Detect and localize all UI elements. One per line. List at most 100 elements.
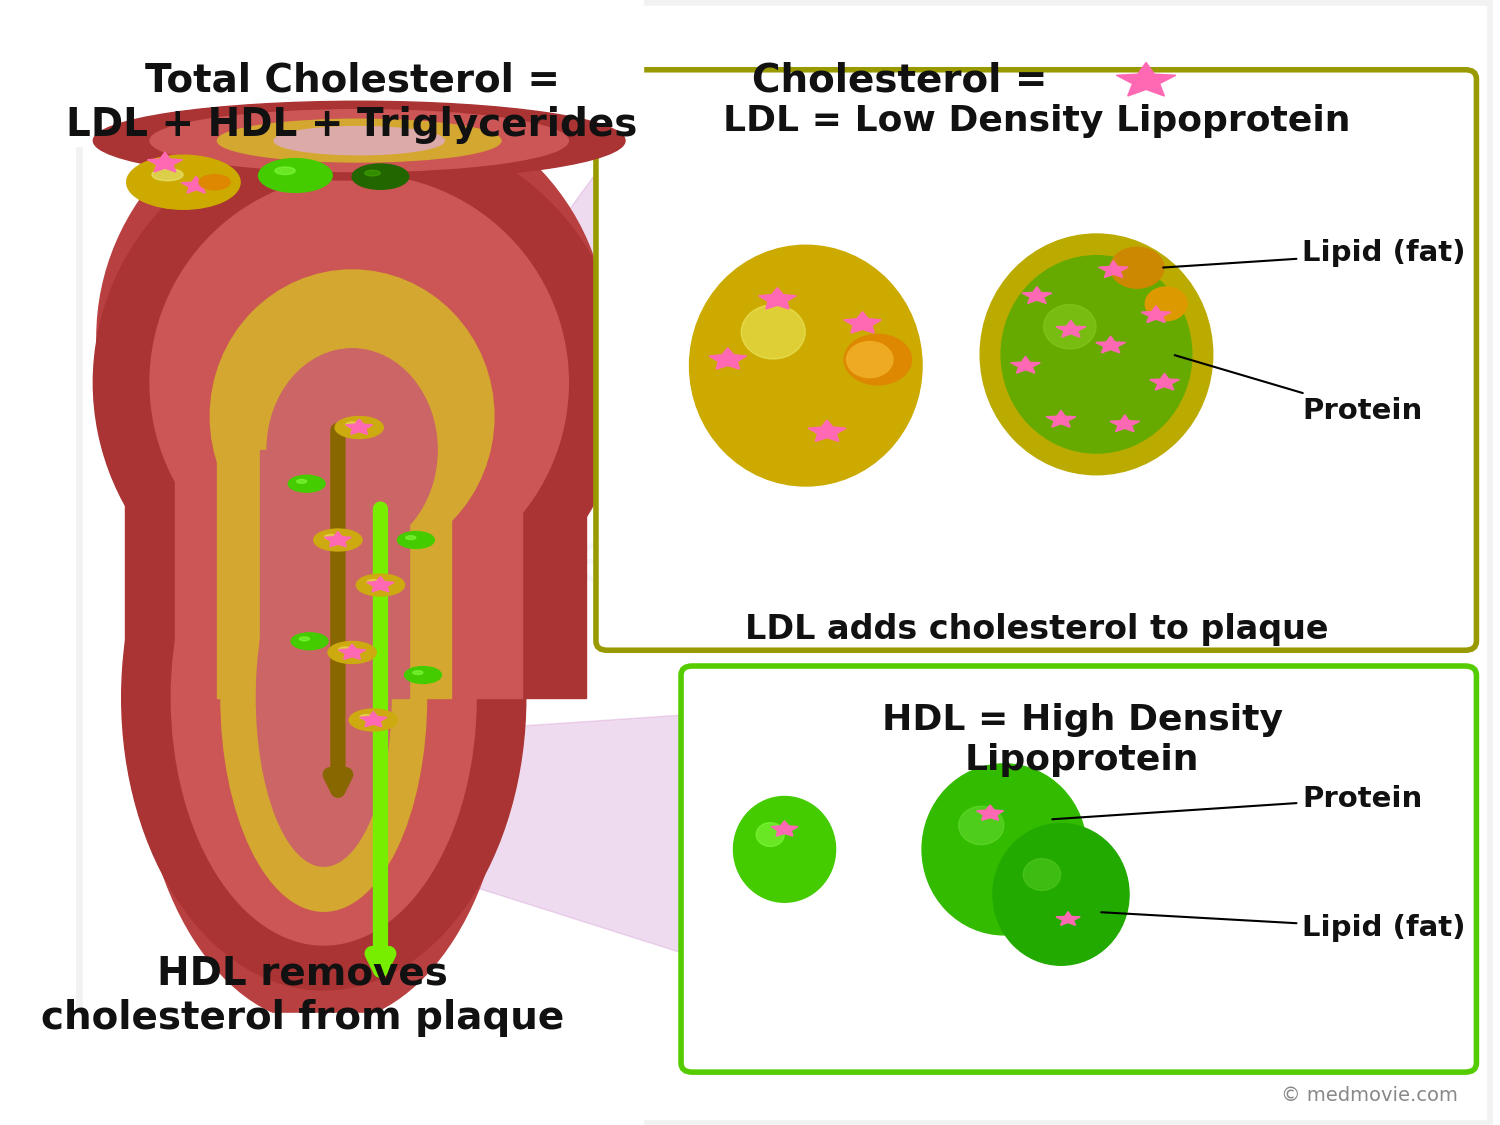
Ellipse shape: [93, 101, 626, 180]
Ellipse shape: [357, 574, 405, 596]
Polygon shape: [1011, 357, 1041, 374]
Ellipse shape: [256, 529, 392, 866]
Polygon shape: [1022, 287, 1052, 304]
Text: Lipid (fat): Lipid (fat): [1101, 912, 1466, 942]
Ellipse shape: [368, 579, 381, 584]
Ellipse shape: [734, 796, 836, 902]
Ellipse shape: [210, 270, 494, 562]
FancyBboxPatch shape: [596, 70, 1476, 650]
Bar: [75, 1012, 644, 1125]
Ellipse shape: [126, 155, 240, 209]
Ellipse shape: [922, 764, 1086, 935]
Polygon shape: [182, 177, 212, 193]
Ellipse shape: [150, 174, 568, 591]
Ellipse shape: [398, 531, 435, 548]
Polygon shape: [759, 288, 796, 309]
Ellipse shape: [1044, 305, 1096, 349]
Ellipse shape: [1032, 294, 1096, 348]
Ellipse shape: [288, 475, 326, 493]
Polygon shape: [1110, 415, 1140, 432]
Ellipse shape: [364, 170, 381, 176]
Ellipse shape: [756, 822, 784, 846]
Ellipse shape: [334, 416, 384, 439]
Ellipse shape: [844, 334, 912, 385]
Ellipse shape: [314, 529, 362, 551]
Polygon shape: [976, 806, 1004, 820]
Ellipse shape: [1023, 858, 1060, 891]
Ellipse shape: [152, 169, 183, 181]
Ellipse shape: [1146, 287, 1186, 321]
Ellipse shape: [846, 342, 892, 378]
Ellipse shape: [200, 174, 230, 190]
Bar: [260, 450, 410, 698]
Text: Lipid (fat): Lipid (fat): [1162, 240, 1466, 268]
Ellipse shape: [690, 245, 922, 486]
Text: LDL adds cholesterol to plaque: LDL adds cholesterol to plaque: [746, 613, 1329, 646]
Ellipse shape: [405, 536, 416, 540]
Polygon shape: [324, 531, 351, 547]
Text: HDL removes
cholesterol from plaque: HDL removes cholesterol from plaque: [40, 955, 564, 1036]
Polygon shape: [1142, 306, 1172, 323]
Polygon shape: [444, 714, 693, 956]
Ellipse shape: [324, 534, 338, 539]
Polygon shape: [368, 576, 394, 592]
Ellipse shape: [150, 109, 568, 171]
Polygon shape: [345, 420, 372, 434]
Text: HDL = High Density
Lipoprotein: HDL = High Density Lipoprotein: [882, 703, 1282, 776]
Ellipse shape: [291, 632, 328, 649]
Ellipse shape: [297, 479, 306, 484]
Text: Protein: Protein: [1174, 356, 1422, 424]
Ellipse shape: [140, 439, 509, 1024]
Polygon shape: [147, 152, 183, 172]
Ellipse shape: [339, 647, 352, 651]
Ellipse shape: [328, 641, 376, 664]
Ellipse shape: [352, 164, 410, 189]
Ellipse shape: [171, 450, 476, 945]
Polygon shape: [360, 712, 387, 727]
Polygon shape: [1056, 321, 1086, 338]
Ellipse shape: [993, 824, 1130, 965]
Polygon shape: [501, 158, 608, 484]
Ellipse shape: [122, 405, 526, 990]
Ellipse shape: [258, 159, 332, 192]
Ellipse shape: [350, 709, 398, 731]
Ellipse shape: [405, 666, 441, 683]
Text: Protein: Protein: [1053, 785, 1422, 819]
Ellipse shape: [413, 670, 423, 675]
Ellipse shape: [980, 234, 1212, 475]
Ellipse shape: [274, 166, 296, 174]
Ellipse shape: [1110, 248, 1164, 288]
Polygon shape: [771, 821, 798, 836]
Ellipse shape: [217, 119, 501, 162]
Polygon shape: [808, 420, 846, 441]
Bar: [75, 0, 644, 146]
Text: Cholesterol =: Cholesterol =: [752, 62, 1060, 100]
Text: medmovie.com: medmovie.com: [504, 528, 1065, 597]
Ellipse shape: [93, 124, 626, 641]
Bar: [217, 405, 452, 698]
Polygon shape: [1149, 374, 1179, 390]
Ellipse shape: [958, 807, 1004, 845]
Polygon shape: [843, 312, 882, 333]
Text: © medmovie.com: © medmovie.com: [1281, 1086, 1458, 1105]
Ellipse shape: [98, 90, 608, 585]
Bar: [124, 360, 586, 698]
Polygon shape: [710, 348, 747, 369]
Ellipse shape: [1000, 255, 1192, 453]
Ellipse shape: [741, 305, 806, 359]
Text: LDL = Low Density Lipoprotein: LDL = Low Density Lipoprotein: [723, 104, 1350, 137]
Bar: [176, 360, 522, 698]
Ellipse shape: [267, 349, 436, 551]
Polygon shape: [1116, 62, 1176, 96]
Polygon shape: [1056, 911, 1080, 926]
Polygon shape: [1046, 411, 1076, 428]
Ellipse shape: [274, 126, 444, 154]
Text: Total Cholesterol =
LDL + HDL + Triglycerides: Total Cholesterol = LDL + HDL + Triglyce…: [66, 62, 638, 144]
Ellipse shape: [346, 422, 358, 426]
Ellipse shape: [300, 637, 309, 641]
Ellipse shape: [220, 484, 426, 911]
Polygon shape: [1096, 336, 1125, 353]
Polygon shape: [339, 644, 366, 659]
FancyBboxPatch shape: [681, 666, 1476, 1072]
Polygon shape: [1098, 261, 1128, 278]
